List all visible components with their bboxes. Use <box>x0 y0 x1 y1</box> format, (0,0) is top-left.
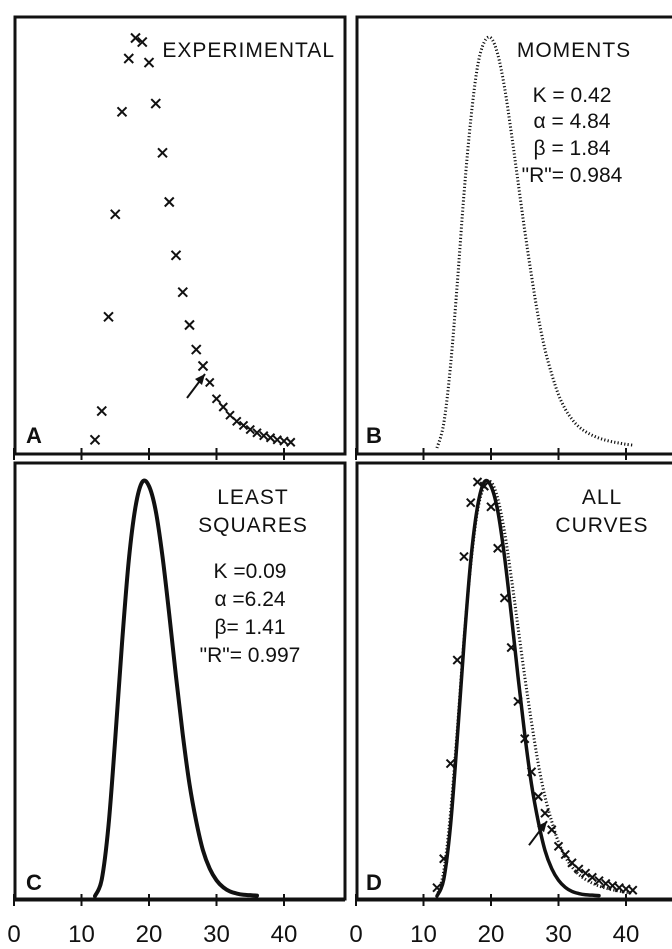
experimental-point-d-18 <box>553 841 564 852</box>
experimental-point-d-2 <box>445 758 456 769</box>
panel-a-frame <box>13 15 347 456</box>
experimental-point-a-9 <box>150 98 161 109</box>
experimental-point-a-3 <box>110 209 121 220</box>
panel-b-title: MOMENTS <box>517 39 631 62</box>
experimental-point-d-19 <box>560 849 570 860</box>
experimental-point-d-14 <box>526 767 537 777</box>
least-squares-curve-c <box>93 478 259 898</box>
panel-c-param-r: "R"= 0.997 <box>200 644 301 667</box>
panel-d-letter: D <box>366 870 382 895</box>
experimental-point-d-26 <box>607 880 618 891</box>
experimental-point-d-29 <box>628 885 638 895</box>
experimental-point-a-1 <box>96 405 107 417</box>
experimental-point-a-15 <box>191 344 202 355</box>
experimental-point-d-15 <box>533 791 543 802</box>
x-tick-label-c-20: 20 <box>136 921 163 948</box>
x-tick-label-c-0: 0 <box>7 921 20 948</box>
panel-a-letter: A <box>26 423 42 448</box>
chart-marks: 0 10 20 30 40 0 10 20 30 40 <box>7 32 672 948</box>
arrow-a-head <box>195 374 205 385</box>
experimental-point-d-4 <box>459 551 469 562</box>
panel-c-letter: C <box>26 870 42 895</box>
experimental-point-a-8 <box>143 57 155 68</box>
panel-b-letter: B <box>366 423 382 448</box>
experimental-point-d-1 <box>439 854 449 864</box>
experimental-point-d-13 <box>520 733 530 744</box>
panel-d-title-line-2: CURVES <box>555 514 648 537</box>
experimental-point-a-11 <box>164 196 175 208</box>
experimental-point-a-16 <box>197 360 209 372</box>
panel-c-param-beta: β= 1.41 <box>214 616 285 639</box>
experimental-point-d-23 <box>587 872 597 883</box>
experimental-point-a-14 <box>184 319 195 331</box>
x-tick-label-d-40: 40 <box>613 921 640 948</box>
experimental-point-a-0 <box>89 434 101 446</box>
experimental-point-a-5 <box>123 53 134 64</box>
x-tick-label-c-30: 30 <box>203 921 230 948</box>
experimental-point-a-21 <box>232 416 242 427</box>
experimental-point-a-10 <box>157 147 168 159</box>
moments-curve-d <box>435 479 633 897</box>
panel-b-param-r: "R"= 0.984 <box>522 164 623 187</box>
moments-curve-b <box>435 35 633 449</box>
experimental-point-a-13 <box>177 286 188 298</box>
experimental-point-a-4 <box>116 106 128 118</box>
experimental-point-a-26 <box>265 433 276 443</box>
experimental-point-a-25 <box>259 430 269 441</box>
x-tick-label-d-10: 10 <box>410 921 437 948</box>
x-tick-label-c-40: 40 <box>271 921 298 948</box>
experimental-point-a-6 <box>130 32 141 44</box>
experimental-point-a-23 <box>245 424 255 435</box>
experimental-point-d-21 <box>574 864 584 874</box>
experimental-point-d-3 <box>452 655 462 665</box>
x-tick-label-c-10: 10 <box>68 921 95 948</box>
experimental-point-d-10 <box>499 593 510 603</box>
experimental-point-a-19 <box>218 402 228 412</box>
experimental-point-d-17 <box>547 825 557 835</box>
experimental-point-a-18 <box>211 394 222 404</box>
panel-d-title-line-1: ALL <box>582 486 622 509</box>
panel-c-title-line-1: LEAST <box>217 486 289 509</box>
experimental-point-a-17 <box>205 377 215 388</box>
experimental-point-d-5 <box>466 497 476 508</box>
x-tick-label-d-30: 30 <box>545 921 572 948</box>
experimental-point-d-11 <box>506 642 516 653</box>
panel-b-frame <box>355 15 672 456</box>
experimental-point-d-0 <box>432 883 442 893</box>
experimental-point-d-7 <box>479 481 489 491</box>
experimental-point-a-22 <box>238 420 249 431</box>
experimental-point-a-29 <box>286 437 296 447</box>
panel-b-param-beta: β = 1.84 <box>534 137 611 160</box>
panel-a-title: EXPERIMENTAL <box>162 39 335 62</box>
panel-c-title-line-2: SQUARES <box>198 514 308 537</box>
least-squares-curve-d <box>435 478 601 898</box>
panel-b-param-k: K = 0.42 <box>533 84 612 107</box>
panel-c-param-alpha: α =6.24 <box>214 588 285 611</box>
panel-b-param-alpha: α = 4.84 <box>534 110 611 133</box>
experimental-point-d-22 <box>580 868 591 878</box>
experimental-point-d-12 <box>513 696 523 707</box>
x-tick-label-d-0: 0 <box>349 921 362 948</box>
experimental-point-d-24 <box>594 875 604 886</box>
experimental-point-d-6 <box>472 477 483 487</box>
x-tick-label-d-20: 20 <box>478 921 505 948</box>
experimental-point-d-25 <box>601 878 611 889</box>
arrow-d-head <box>537 821 547 833</box>
experimental-point-a-7 <box>137 36 148 48</box>
experimental-point-a-12 <box>170 250 182 261</box>
panel-c-param-k: K =0.09 <box>214 560 287 583</box>
experimental-point-d-8 <box>486 502 496 512</box>
experimental-point-a-24 <box>252 428 262 438</box>
experimental-point-d-16 <box>540 808 550 818</box>
experimental-point-d-9 <box>493 543 503 553</box>
experimental-point-a-2 <box>103 311 114 323</box>
